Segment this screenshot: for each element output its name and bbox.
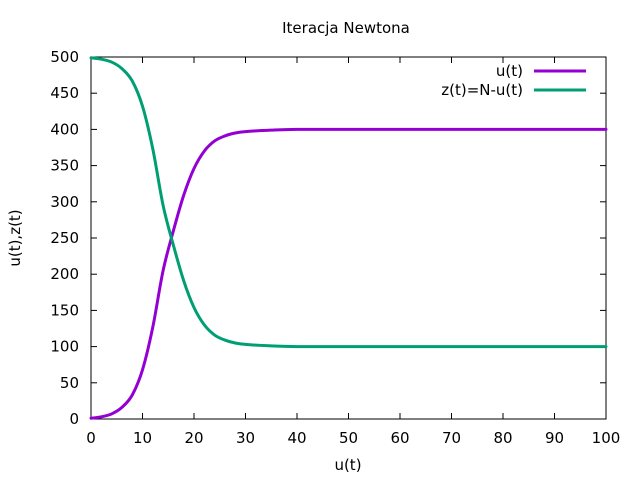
- y-tick-label: 300: [50, 193, 79, 211]
- x-tick-label: 70: [442, 429, 461, 447]
- legend-label-u: u(t): [496, 62, 523, 80]
- series-line-z: [89, 56, 608, 349]
- x-tick-label: 50: [339, 429, 358, 447]
- x-tick-label: 60: [390, 429, 409, 447]
- series-layer: [89, 56, 608, 420]
- x-tick-label: 30: [236, 429, 255, 447]
- y-tick-label: 200: [50, 265, 79, 283]
- y-tick-label: 0: [69, 410, 79, 428]
- y-tick-label: 100: [50, 338, 79, 356]
- y-tick-label: 400: [50, 120, 79, 138]
- legend-label-z: z(t)=N-u(t): [441, 81, 523, 99]
- y-tick-label: 150: [50, 301, 79, 319]
- x-tick-label: 80: [493, 429, 512, 447]
- x-tick-label: 100: [592, 429, 621, 447]
- tick-labels: 0 10 20 30 40 50 60 70 80 90 100 0 50 100 150 200 250 300…: [50, 48, 620, 447]
- x-tick-label: 20: [184, 429, 203, 447]
- y-tick-label: 500: [50, 48, 79, 66]
- x-tick-label: 10: [133, 429, 152, 447]
- y-axis-label: u(t),z(t): [6, 209, 24, 266]
- x-axis-label: u(t): [334, 456, 361, 474]
- x-tick-label: 40: [287, 429, 306, 447]
- y-tick-label: 350: [50, 157, 79, 175]
- legend: u(t) z(t)=N-u(t): [441, 62, 586, 99]
- x-tick-label: 0: [86, 429, 96, 447]
- series-line-u: [89, 127, 608, 420]
- y-tick-label: 250: [50, 229, 79, 247]
- y-tick-label: 50: [60, 374, 79, 392]
- chart-title: Iteracja Newtona: [282, 19, 410, 37]
- x-tick-label: 90: [545, 429, 564, 447]
- y-tick-label: 450: [50, 84, 79, 102]
